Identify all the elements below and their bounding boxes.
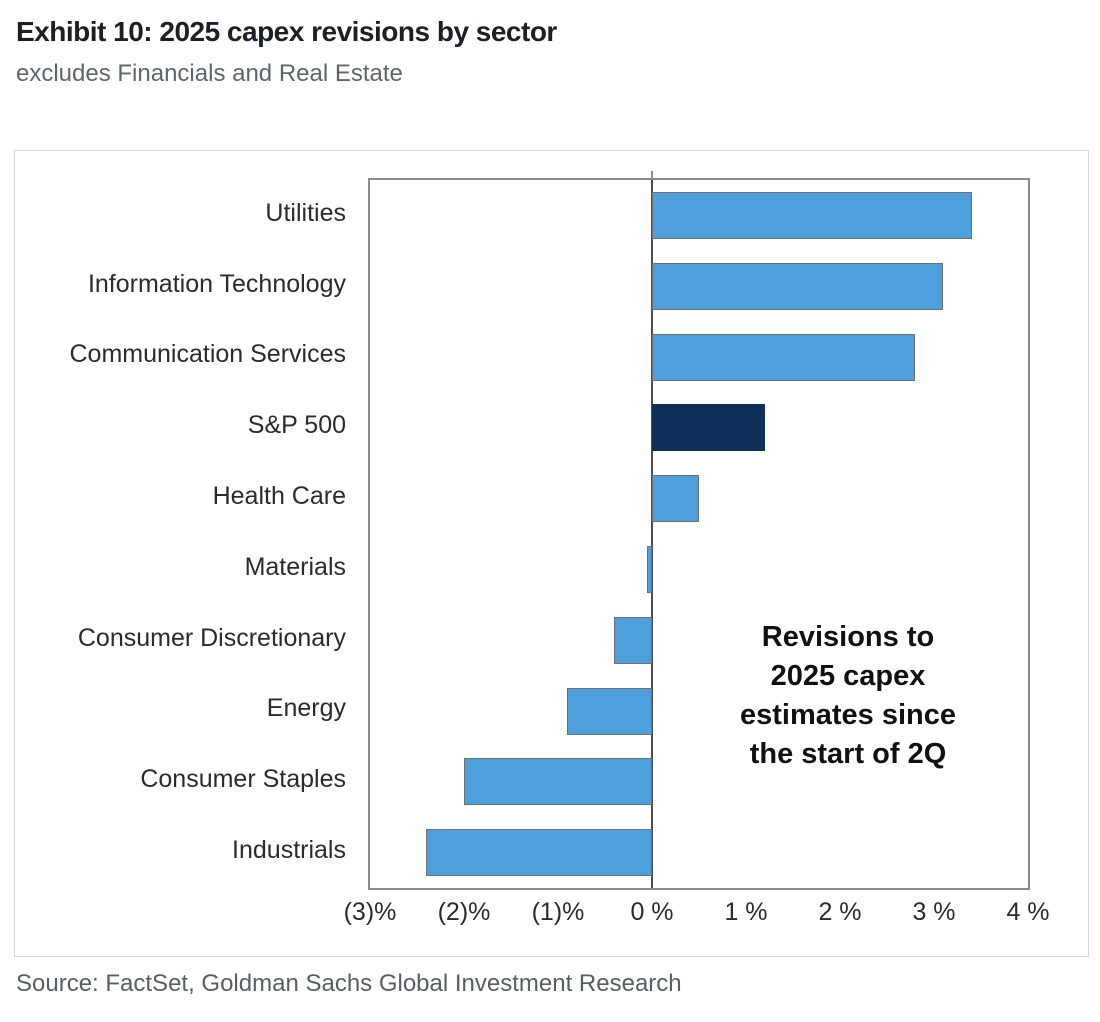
- chart-subtitle: excludes Financials and Real Estate: [16, 60, 403, 87]
- bar-industrials: [426, 829, 652, 877]
- x-axis: (3)% (2)% (1)% 0 % 1 % 2 % 3 % 4 %: [344, 898, 1050, 932]
- x-tick-label-3: 0 %: [630, 898, 674, 926]
- x-tick-label-2: (1)%: [531, 898, 585, 926]
- plot-area: Revisions to 2025 capex estimates since the…: [368, 171, 1030, 890]
- bar-materials: [647, 545, 652, 593]
- x-tick-label-1: (2)%: [437, 898, 491, 926]
- source-text: Source: FactSet, Goldman Sachs Global In…: [16, 970, 682, 997]
- chart-title: Exhibit 10: 2025 capex revisions by sect…: [16, 16, 557, 47]
- category-label-materials: Materials: [244, 552, 346, 581]
- category-label-consumer-staples: Consumer Staples: [140, 765, 346, 794]
- category-label-consumer-discretionary: Consumer Discretionary: [77, 623, 346, 652]
- x-tick-label-4: 1 %: [724, 898, 768, 926]
- bar-information-technology: [652, 262, 944, 310]
- x-tick-label-6: 3 %: [912, 898, 956, 926]
- zero-axis-tick: [651, 171, 653, 178]
- category-label-information-technology: Information Technology: [87, 269, 346, 298]
- x-tick-label-7: 4 %: [1006, 898, 1050, 926]
- zero-axis-line: [651, 180, 653, 888]
- category-label-energy: Energy: [266, 694, 346, 723]
- category-label-health-care: Health Care: [212, 482, 346, 511]
- x-tick-label-5: 2 %: [818, 898, 862, 926]
- bar-energy: [567, 687, 652, 735]
- category-label-communication-services: Communication Services: [69, 340, 347, 369]
- bar-communication-services: [652, 333, 916, 381]
- category-label-s-p-500: S&P 500: [247, 411, 346, 440]
- bar-consumer-discretionary: [614, 616, 652, 664]
- bar-health-care: [652, 475, 699, 523]
- bar-s-p-500: [652, 404, 765, 452]
- x-tick-label-0: (3)%: [343, 898, 397, 926]
- category-label-industrials: Industrials: [232, 836, 346, 865]
- annotation-line: Revisions to: [761, 621, 935, 653]
- annotation-line: estimates since: [739, 699, 957, 731]
- bar-consumer-staples: [464, 758, 652, 806]
- annotation-line: 2025 capex: [770, 660, 926, 692]
- category-axis: Utilities Information Technology Communica…: [14, 178, 358, 890]
- bar-utilities: [652, 191, 972, 239]
- category-label-utilities: Utilities: [265, 198, 346, 227]
- chart-annotation: Revisions to 2025 capex estimates since the…: [740, 618, 956, 774]
- annotation-line: the start of 2Q: [749, 738, 947, 770]
